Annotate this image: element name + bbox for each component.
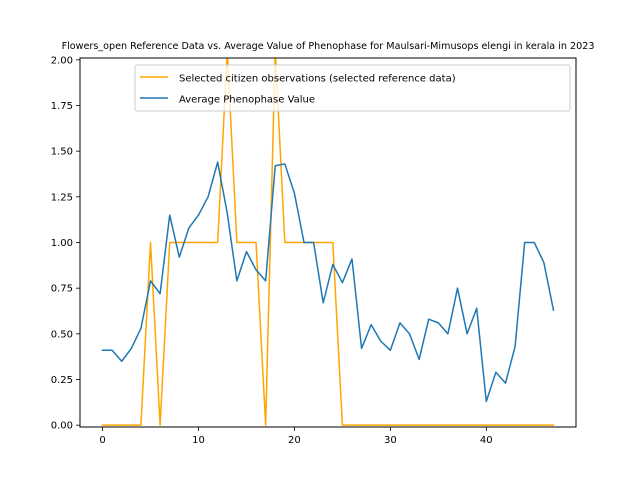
series-line-1 [101,58,555,426]
x-tick-label: 0 [99,435,105,446]
x-tick-label: 10 [192,435,205,446]
y-tick-label: 1.50 [51,147,73,158]
legend: Selected citizen observations (selected … [134,64,571,112]
plot-frame [79,57,577,428]
y-tick-label: 0.50 [51,329,73,340]
chart-title: Flowers_open Reference Data vs. Average … [62,41,595,52]
legend-box [134,64,571,112]
y-tick-label: 0.75 [51,284,73,295]
x-tick-label: 20 [288,435,301,446]
y-tick-label: 1.25 [51,192,73,203]
legend-label-1: Selected citizen observations (selected … [179,74,456,85]
x-tick-label: 40 [480,435,493,446]
plot-area [101,58,555,426]
x-tick-label: 30 [384,435,397,446]
y-tick-label: 0.00 [51,421,73,432]
y-tick-label: 1.75 [51,101,73,112]
series-line-2 [101,161,555,403]
legend-label-2: Average Phenophase Value [179,95,315,106]
y-tick-label: 2.00 [51,55,73,66]
y-axis: 0.00 0.25 0.50 0.75 1.00 1.25 1.50 1.75 2.00 [51,55,80,432]
x-axis: 0 10 20 30 40 [99,427,493,446]
y-tick-label: 0.25 [51,375,73,386]
y-tick-label: 1.00 [51,238,73,249]
